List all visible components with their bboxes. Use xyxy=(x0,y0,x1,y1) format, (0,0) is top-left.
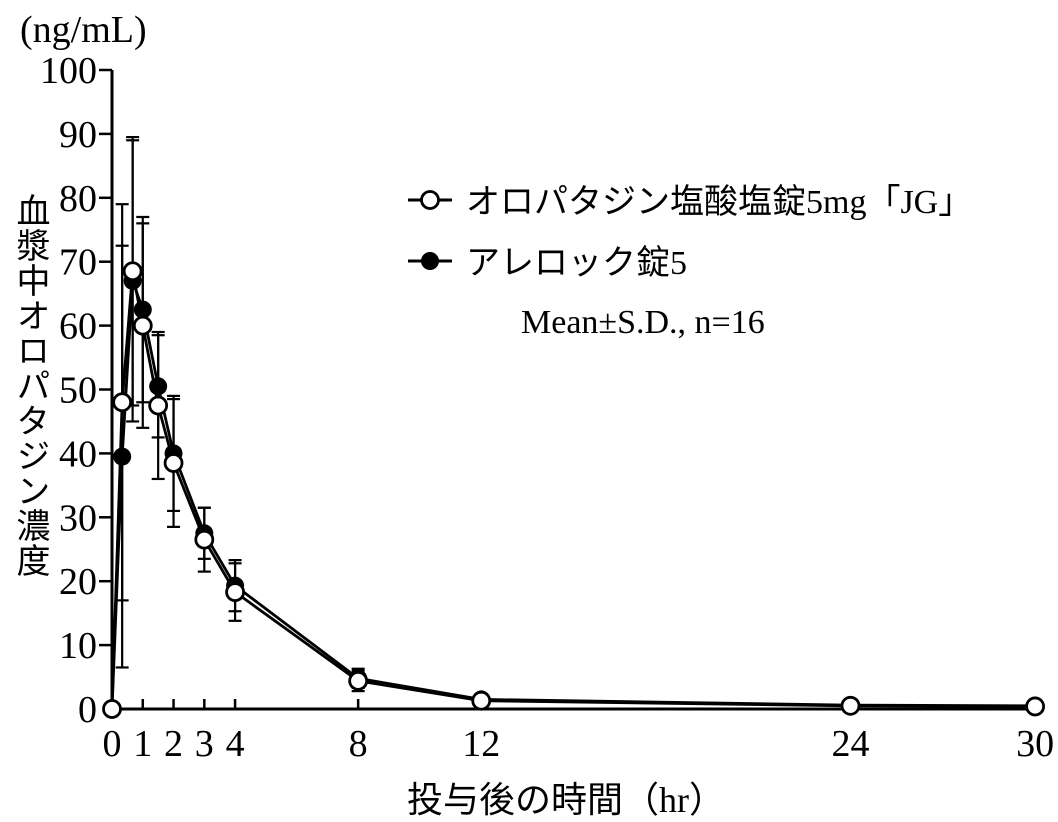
data-point-open xyxy=(112,392,133,413)
data-point-open xyxy=(102,699,122,719)
data-point-open xyxy=(132,315,153,336)
legend-item-jg: オロパタジン塩酸塩錠5mg「JG」 xyxy=(408,183,972,221)
y-axis-title: 血漿中オロパタジン濃度 xyxy=(11,193,48,578)
legend-series2-label: アレロック錠5 xyxy=(466,244,687,282)
y-tick-label: 20 xyxy=(59,561,97,603)
y-tick-label: 80 xyxy=(59,178,97,220)
series-line-filled xyxy=(110,280,1036,710)
x-axis-title: 投与後の時間（hr） xyxy=(407,780,725,820)
y-tick-label: 70 xyxy=(59,242,97,284)
x-tick-label: 24 xyxy=(831,723,869,765)
data-point-open xyxy=(471,690,492,711)
y-tick-label: 100 xyxy=(40,50,97,92)
data-point-open xyxy=(163,453,184,473)
x-tick-label: 3 xyxy=(195,723,214,765)
data-point-open xyxy=(1025,696,1045,717)
data-point-filled xyxy=(113,447,132,466)
data-point-open xyxy=(148,395,169,416)
y-unit-label: (ng/mL) xyxy=(20,9,147,51)
legend: オロパタジン塩酸塩錠5mg「JG」 アレロック錠5 Mean±S.D., n=1… xyxy=(408,183,972,341)
axes xyxy=(110,70,1042,711)
data-point-open xyxy=(194,529,215,550)
x-tick-label: 4 xyxy=(226,723,245,765)
y-tick-label: 90 xyxy=(59,114,97,156)
data-point-filled xyxy=(133,300,152,319)
data-point-open xyxy=(348,670,369,691)
y-tick-label: 0 xyxy=(78,689,97,731)
y-tick-label: 30 xyxy=(59,497,97,539)
legend-item-allelock: アレロック錠5 xyxy=(408,244,687,282)
data-point-open xyxy=(225,582,245,602)
legend-note: Mean±S.D., n=16 xyxy=(521,304,765,341)
legend-series1-label: オロパタジン塩酸塩錠5mg「JG」 xyxy=(466,183,972,221)
x-tick-label: 8 xyxy=(349,723,368,765)
y-tick-label: 60 xyxy=(59,306,97,348)
y-tick-label: 10 xyxy=(59,625,97,667)
data-point-open xyxy=(122,261,143,282)
x-tick-label: 12 xyxy=(462,723,500,765)
open-circle-marker-icon xyxy=(420,190,440,210)
data-point-open xyxy=(840,695,861,716)
filled-circle-marker-icon xyxy=(421,252,439,270)
y-tick-label: 50 xyxy=(59,370,97,412)
data-point-filled xyxy=(149,377,168,396)
x-tick-label: 1 xyxy=(133,723,152,765)
x-tick-label: 2 xyxy=(164,723,183,765)
x-tick-label: 0 xyxy=(103,723,122,765)
y-tick-label: 40 xyxy=(59,433,97,475)
x-tick-label: 30 xyxy=(1016,723,1054,765)
